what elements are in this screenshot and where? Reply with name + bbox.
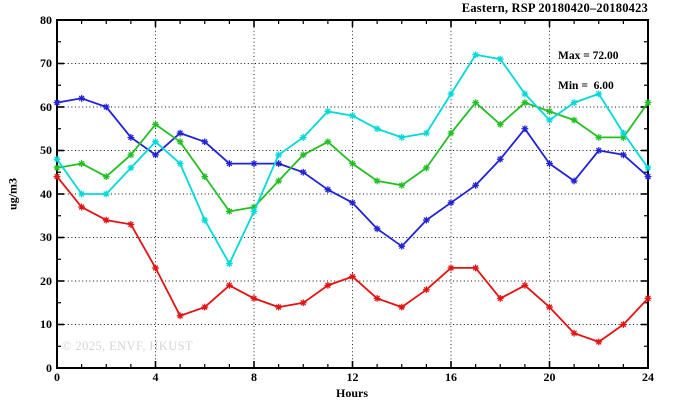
series-cyan-line xyxy=(56,53,649,265)
y-tick-label: 20 xyxy=(40,273,52,288)
y-tick-label: 80 xyxy=(40,12,52,27)
series-cyan-markers xyxy=(53,51,652,267)
series-green-markers xyxy=(53,99,652,215)
y-tick-label: 40 xyxy=(40,186,52,201)
series-blue-markers xyxy=(53,94,652,250)
plot-border xyxy=(56,19,649,369)
x-tick-label: 20 xyxy=(543,370,556,384)
y-tick-label: 70 xyxy=(40,56,52,70)
x-tick-label: 0 xyxy=(54,370,60,384)
x-tick-label: 4 xyxy=(152,370,159,384)
watermark: © 2025, ENVF, HKUST xyxy=(62,339,194,353)
max-label: Max = 72.00 xyxy=(558,50,619,62)
chart-title: Eastern, RSP 20180420–20180423 xyxy=(461,1,648,15)
maxmin-annotation: Max = 72.00 Min = 6.00 xyxy=(558,31,619,111)
x-tick-label: 8 xyxy=(251,370,257,384)
series-blue-line xyxy=(56,97,649,248)
y-tick-label: 0 xyxy=(46,360,52,375)
x-tick-label: 12 xyxy=(346,370,359,384)
y-tick-label: 30 xyxy=(40,230,52,244)
y-tick-label: 60 xyxy=(40,99,52,114)
x-tick-label: 16 xyxy=(445,370,457,384)
min-label: Min = 6.00 xyxy=(558,80,614,92)
x-axis-label: Hours xyxy=(335,386,369,400)
y-tick-label: 50 xyxy=(40,143,52,157)
series-red-markers xyxy=(53,173,652,346)
x-tick-label: 24 xyxy=(642,370,654,384)
y-tick-label: 10 xyxy=(40,317,52,331)
